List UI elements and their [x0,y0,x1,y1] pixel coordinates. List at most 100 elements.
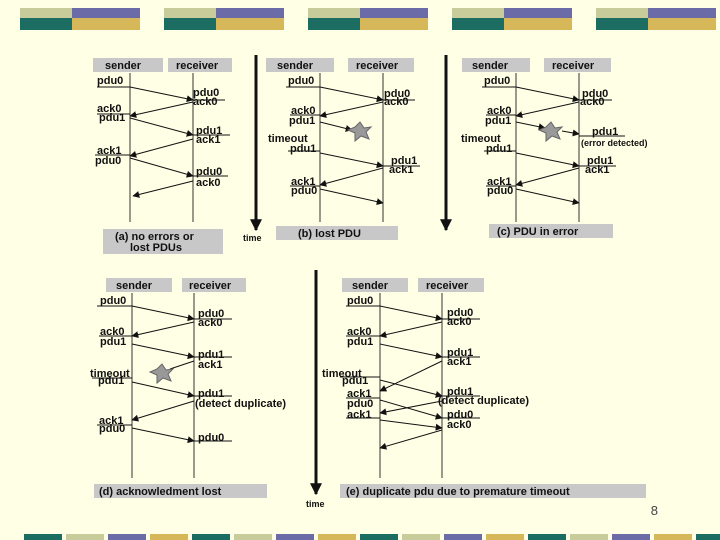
time-label: time [306,499,325,509]
receiver-label: pdu0 [384,88,410,100]
sender-label: pdu1 [342,375,368,387]
receiver-label: pdu1 [447,386,473,398]
ack-arrow [129,101,194,119]
caption: (c) PDU in error [497,226,579,238]
sender-header: sender [352,280,389,292]
sender-label: ack1 [291,176,315,188]
receiver-label: ack0 [447,316,471,328]
receiver-label: ack0 [580,96,604,108]
caption-box [340,484,646,498]
lost-ack-arrow [169,360,195,370]
sender-label: pdu1 [98,375,124,387]
caption: (e) duplicate pdu due to premature timeo… [346,486,570,498]
pdu-arrow [129,157,194,178]
receiver-label: pdu1 [587,155,613,167]
sender-header-box [462,58,530,72]
sender-label: pdu1 [486,143,512,155]
sender-label: ack1 [347,388,371,400]
ack-arrow [379,429,443,450]
sender-label: pdu1 [347,336,373,348]
receiver-label: ack1 [196,134,220,146]
caption-box [276,226,398,240]
error-detected-label: (error detected) [581,138,648,148]
sender-label: ack1 [97,145,121,157]
sender-label: pdu0 [347,295,373,307]
pdu-arrow [379,419,443,431]
pdu-arrow [319,152,384,169]
receiver-label: (detect duplicate) [438,395,529,407]
decor-block [654,534,692,540]
bottom-decoration-band [24,534,720,540]
decor-block [596,8,648,18]
decor-block [164,8,216,18]
decor-block [72,8,140,18]
sender-label: ack1 [99,415,123,427]
pdu-arrow [319,86,384,103]
decor-block [360,534,398,540]
panel-a: sender receiver pdu0 pdu0 ack0 ack0 pdu1… [93,58,232,254]
receiver-header: receiver [356,60,399,72]
decor-block [360,8,428,18]
time-label: time [243,233,262,243]
decor-block [164,18,216,30]
receiver-label: pdu1 [198,349,224,361]
receiver-header-box [182,278,246,292]
receiver-label: (detect duplicate) [195,398,286,410]
decor-block [360,18,428,30]
pdu-arrow [319,188,384,206]
error-star-icon [537,121,564,143]
pdu-arrow [379,305,443,322]
receiver-label: pdu1 [198,388,224,400]
decor-block [192,534,230,540]
decor-block [216,18,284,30]
panel-d: sender receiver pdu0 pdu0 ack0 ack0 pdu1… [90,278,286,498]
receiver-header: receiver [189,280,232,292]
receiver-label: ack0 [193,96,217,108]
decor-block [452,18,504,30]
sender-label: pdu1 [99,112,125,124]
decor-block [444,534,482,540]
decor-block [612,534,650,540]
receiver-header: receiver [176,60,219,72]
panel-c: sender receiver pdu0 pdu0 ack0 ack0 pdu1… [461,58,648,238]
receiver-label: pdu0 [196,166,222,178]
sender-label: timeout [268,133,308,145]
sender-label: pdu0 [288,75,314,87]
ack-arrow [131,321,195,339]
caption-box [489,224,613,238]
corrupt-pdu-arrow [515,121,546,131]
ack-arrow [131,400,195,422]
receiver-label: ack1 [585,164,609,176]
receiver-label: pdu1 [592,126,618,138]
decor-block [66,534,104,540]
sender-header-box [93,58,163,72]
decor-block [648,18,716,30]
ack-arrow [129,138,194,158]
sender-label: pdu1 [290,143,316,155]
sender-label: pdu0 [95,155,121,167]
receiver-label: pdu0 [198,308,224,320]
sender-label: pdu0 [347,398,373,410]
pdu-arrow [131,427,195,444]
decor-block [528,534,566,540]
receiver-label: ack0 [384,96,408,108]
ack-arrow [319,167,384,187]
top-decoration-band [20,8,716,30]
pdu-arrow [129,86,194,103]
sender-label: ack1 [347,409,371,421]
decor-block [452,8,504,18]
sender-header: sender [277,60,314,72]
receiver-label: pdu0 [198,432,224,444]
pdu-arrow [131,343,195,360]
receiver-label: ack1 [198,359,222,371]
receiver-label: ack1 [447,356,471,368]
sender-label: ack1 [487,176,511,188]
pdu-arrow [515,86,580,103]
panel-e: sender receiver pdu0 pdu0 ack0 ack0 pdu1… [322,278,646,498]
decor-block [570,534,608,540]
pdu-arrow [515,188,580,206]
sender-label: ack0 [291,105,315,117]
page-number: 8 [650,503,658,518]
pdu-arrow [379,343,443,360]
